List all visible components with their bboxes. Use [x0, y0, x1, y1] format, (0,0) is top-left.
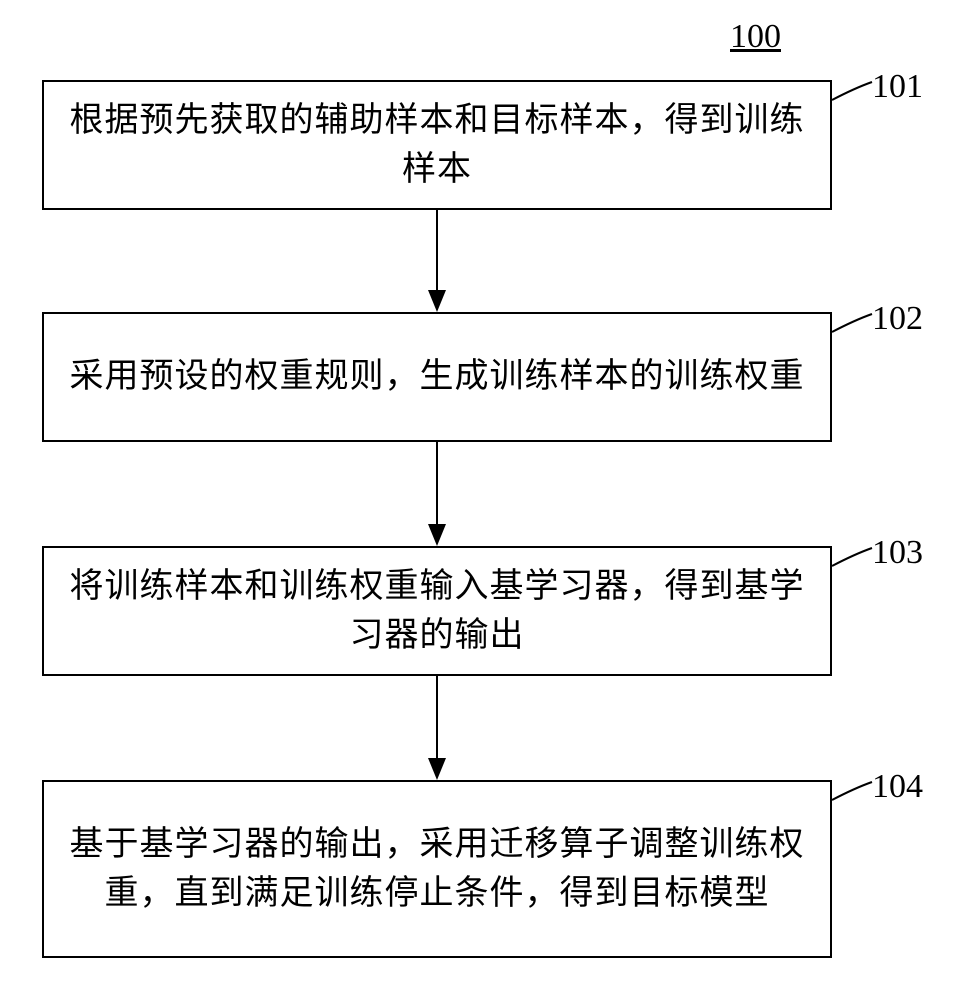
leader-line [828, 778, 876, 804]
flow-node-n3: 将训练样本和训练权重输入基学习器，得到基学习器的输出 [42, 546, 832, 676]
flow-node-label: 102 [872, 300, 923, 338]
diagram-number: 100 [730, 18, 781, 56]
flow-node-n2: 采用预设的权重规则，生成训练样本的训练权重 [42, 312, 832, 442]
flow-arrow [417, 442, 457, 546]
flow-node-text: 采用预设的权重规则，生成训练样本的训练权重 [70, 352, 805, 401]
leader-line [828, 78, 876, 104]
flow-node-label: 104 [872, 768, 923, 806]
flow-arrow [417, 210, 457, 312]
flowchart-canvas: 100 根据预先获取的辅助样本和目标样本，得到训练样本 101 采用预设的权重规则，… [0, 0, 961, 1000]
leader-line [828, 310, 876, 336]
flow-node-n4: 基于基学习器的输出，采用迁移算子调整训练权重，直到满足训练停止条件，得到目标模型 [42, 780, 832, 958]
flow-node-label: 101 [872, 68, 923, 106]
flow-node-text: 将训练样本和训练权重输入基学习器，得到基学习器的输出 [64, 562, 810, 661]
flow-node-label: 103 [872, 534, 923, 572]
flow-node-text: 基于基学习器的输出，采用迁移算子调整训练权重，直到满足训练停止条件，得到目标模型 [64, 820, 810, 919]
flow-node-text: 根据预先获取的辅助样本和目标样本，得到训练样本 [64, 96, 810, 195]
flow-node-n1: 根据预先获取的辅助样本和目标样本，得到训练样本 [42, 80, 832, 210]
flow-arrow [417, 676, 457, 780]
leader-line [828, 544, 876, 570]
